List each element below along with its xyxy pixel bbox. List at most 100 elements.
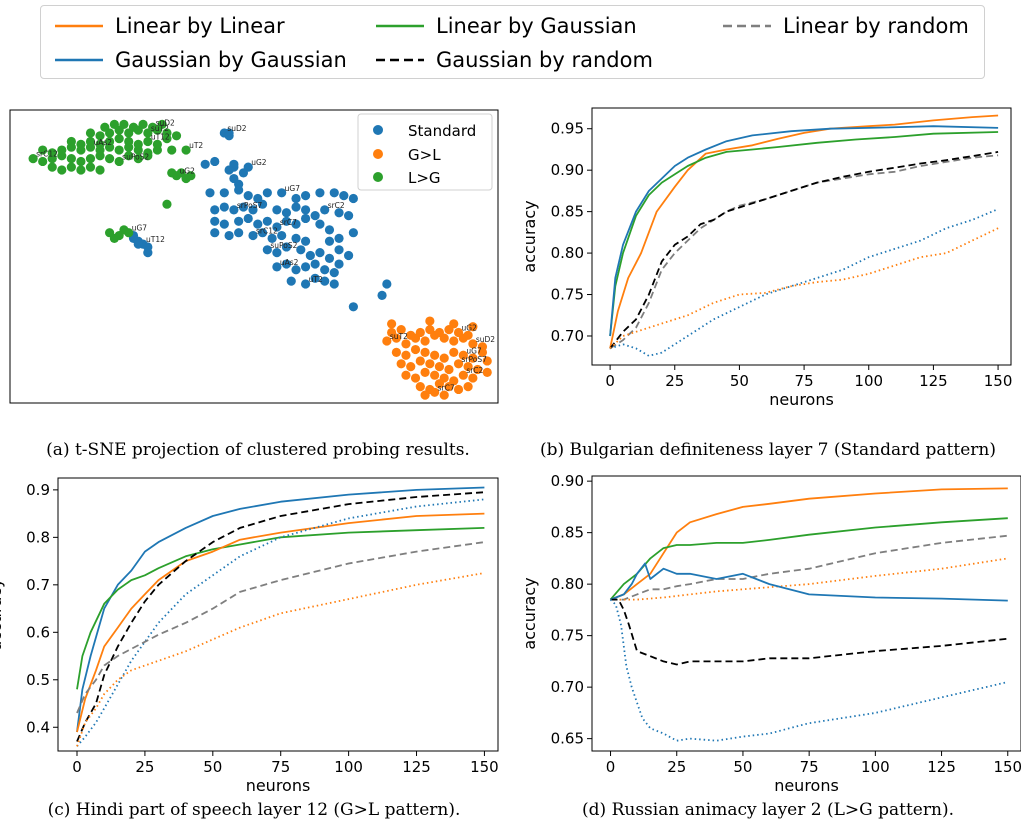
scatter-point [124,228,134,238]
x-tick-label: 100 [861,758,890,776]
y-tick-label: 0.85 [551,524,584,542]
scatter-point [334,259,344,269]
scatter-point [300,279,311,289]
scatter-point [482,356,492,366]
scatter-point [430,370,440,380]
scatter-point [272,262,282,272]
y-tick-label: 0.70 [551,327,584,345]
scatter-point [143,148,153,158]
scatter-point [138,119,148,129]
scatter-point [387,327,397,338]
series-line [609,598,1009,742]
y-tick-label: 0.9 [26,481,50,499]
y-tick-label: 0.5 [26,671,50,689]
scatter-point [100,122,110,132]
scatter-point [453,359,464,369]
scatter-point [128,122,139,132]
x-tick-label: 150 [470,758,499,776]
scatter-point-label: uT2 [189,141,203,150]
scatter-point [434,327,445,338]
scatter-point [28,154,38,164]
scatter-point [95,165,105,175]
scatter-point [420,336,430,346]
scatter-point [76,139,86,149]
scatter-point [468,339,478,349]
scatter-point [85,154,96,164]
legend-label: Gaussian by random [436,48,653,72]
scatter-point [162,128,172,138]
scatter-point [38,145,48,155]
scatter-point [133,154,143,164]
scatter-point [95,139,105,149]
scatter-legend-box [357,113,493,191]
scatter-point [324,225,335,235]
scatter-point-label: suD2 [227,124,246,133]
scatter-point [219,202,229,212]
caption-c: (c) Hindi part of speech layer 12 (G>L p… [47,800,461,820]
scatter-point-label: srC7 [438,383,455,392]
scatter-point [119,119,129,129]
scatter-point-label: uT12 [151,133,170,142]
scatter-frame [9,109,499,404]
scatter-point [76,165,86,175]
scatter-point [224,131,234,141]
x-tick-label: 0 [606,758,616,776]
scatter-point [320,205,330,215]
scatter-point [463,330,473,340]
scatter-point [468,373,478,383]
scatter-point [224,230,234,241]
scatter-point-label: suPoS2 [122,152,149,161]
legend-item-linear-by-gaussian: Linear by Gaussian [376,14,637,38]
scatter-point [329,268,339,278]
scatter-point [281,216,292,226]
series-line [76,527,485,690]
scatter-legend-label: Standard [408,122,476,140]
scatter-point [291,202,301,212]
scatter-point [344,250,354,261]
legend-line-swatch [723,24,771,28]
scatter-point [310,211,320,221]
scatter-point-label: uG2 [180,167,196,176]
scatter-point [382,279,392,289]
scatter-point [291,265,301,275]
scatter-point [468,353,478,363]
scatter-point [286,276,296,286]
y-tick-label: 0.65 [551,730,584,748]
x-tick-label: 25 [665,372,684,390]
scatter-point-label: uT12 [146,235,165,244]
scatter-point-label: srC2 [466,366,483,375]
scatter-point [315,219,325,229]
scatter-point-label: srC12 [256,227,278,236]
legend-line-swatch [376,58,424,62]
y-tick-label: 0.90 [551,161,584,179]
scatter-points [28,119,492,400]
scatter-point [38,156,48,167]
scatter-point [420,347,430,357]
scatter-point [463,362,473,372]
series-line [610,598,1008,666]
scatter-point-label: suD2 [476,335,495,344]
scatter-point [133,239,143,249]
scatter-point [114,134,124,144]
scatter-point [449,347,459,357]
scatter-point-label: uG7 [285,184,301,193]
caption-b: (b) Bulgarian definiteness layer 7 (Stan… [540,440,996,460]
scatter-point [210,205,220,215]
scatter-point [477,347,488,357]
scatter-point [329,279,339,289]
scatter-point [248,230,258,241]
scatter-point [248,205,258,215]
scatter-point [348,228,358,238]
scatter-point [300,191,311,201]
scatter-legend-label: G>L [408,146,441,164]
series-line [76,572,485,747]
legend-line-swatch [55,24,103,28]
scatter-point-label: srPoS7 [237,201,263,210]
scatter-point [229,205,239,215]
scatter-point [396,325,406,335]
scatter-point [449,319,459,329]
scatter-point [47,148,57,158]
legend-label: Linear by random [783,14,969,38]
series-line [76,486,485,733]
legend-item-linear-by-random: Linear by random [723,14,969,38]
